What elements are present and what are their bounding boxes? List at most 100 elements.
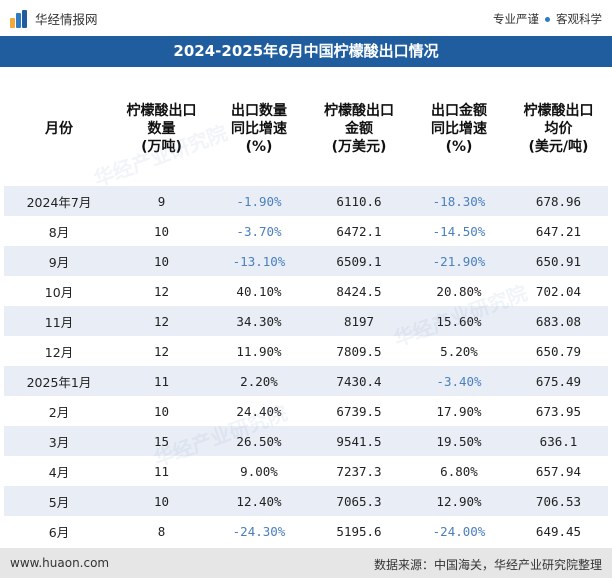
month-cell: 4月 [4, 456, 114, 486]
table-body: 2024年7月 9 -1.90% 6110.6 -18.30% 678.96 8月 10 -3.… [4, 186, 608, 546]
amount-yoy-cell: 12.90% [409, 486, 509, 516]
volume-yoy-cell: -3.70% [209, 216, 309, 246]
price-cell: 647.21 [509, 216, 608, 246]
amount-cell: 8424.5 [309, 276, 409, 306]
volume-yoy-cell: -24.30% [209, 516, 309, 546]
month-cell: 10月 [4, 276, 114, 306]
volume-cell: 10 [114, 486, 209, 516]
price-cell: 649.45 [509, 516, 608, 546]
volume-cell: 11 [114, 456, 209, 486]
amount-yoy-cell: -24.00% [409, 516, 509, 546]
amount-yoy-cell: 6.80% [409, 456, 509, 486]
slogan-left: 专业严谨 [493, 12, 539, 26]
amount-yoy-cell: -14.50% [409, 216, 509, 246]
amount-yoy-cell: -21.90% [409, 246, 509, 276]
volume-yoy-cell: 2.20% [209, 366, 309, 396]
volume-cell: 12 [114, 336, 209, 366]
table-row: 10月 12 40.10% 8424.5 20.80% 702.04 [4, 276, 608, 306]
table-row: 8月 10 -3.70% 6472.1 -14.50% 647.21 [4, 216, 608, 246]
volume-yoy-cell: 40.10% [209, 276, 309, 306]
month-cell: 2025年1月 [4, 366, 114, 396]
column-header-volume-yoy: 出口数量 同比增速 (%) [231, 102, 287, 155]
volume-yoy-cell: -13.10% [209, 246, 309, 276]
amount-cell: 6472.1 [309, 216, 409, 246]
volume-cell: 12 [114, 276, 209, 306]
column-header-volume: 柠檬酸出口 数量 (万吨) [126, 102, 197, 155]
volume-yoy-cell: 26.50% [209, 426, 309, 456]
table-row: 12月 12 11.90% 7809.5 5.20% 650.79 [4, 336, 608, 366]
price-cell: 657.94 [509, 456, 608, 486]
volume-cell: 10 [114, 396, 209, 426]
amount-yoy-cell: -3.40% [409, 366, 509, 396]
volume-cell: 8 [114, 516, 209, 546]
table-row: 11月 12 34.30% 8197 15.60% 683.08 [4, 306, 608, 336]
price-cell: 702.04 [509, 276, 608, 306]
amount-yoy-cell: 19.50% [409, 426, 509, 456]
brand-name: 华经情报网 [35, 12, 98, 27]
amount-cell: 5195.6 [309, 516, 409, 546]
amount-cell: 7809.5 [309, 336, 409, 366]
month-cell: 3月 [4, 426, 114, 456]
table-row: 5月 10 12.40% 7065.3 12.90% 706.53 [4, 486, 608, 516]
amount-cell: 9541.5 [309, 426, 409, 456]
volume-cell: 12 [114, 306, 209, 336]
month-cell: 9月 [4, 246, 114, 276]
amount-cell: 6739.5 [309, 396, 409, 426]
volume-yoy-cell: 12.40% [209, 486, 309, 516]
amount-yoy-cell: -18.30% [409, 186, 509, 216]
amount-cell: 7237.3 [309, 456, 409, 486]
volume-cell: 11 [114, 366, 209, 396]
brand[interactable]: 华经情报网 [10, 9, 98, 28]
price-cell: 678.96 [509, 186, 608, 216]
month-cell: 2月 [4, 396, 114, 426]
price-cell: 675.49 [509, 366, 608, 396]
volume-yoy-cell: 24.40% [209, 396, 309, 426]
data-table-container: 月份 柠檬酸出口 数量 (万吨) 出口数量 同比增速 (%) 柠檬酸出口 金额 … [4, 67, 608, 546]
amount-yoy-cell: 15.60% [409, 306, 509, 336]
price-cell: 650.79 [509, 336, 608, 366]
month-cell: 6月 [4, 516, 114, 546]
column-header-price: 柠檬酸出口 均价 (美元/吨) [523, 102, 594, 155]
amount-cell: 6509.1 [309, 246, 409, 276]
table-header-row: 月份 柠檬酸出口 数量 (万吨) 出口数量 同比增速 (%) 柠檬酸出口 金额 … [4, 67, 608, 186]
huajing-logo-icon [10, 9, 30, 28]
footer-site-link[interactable]: www.huaon.com [10, 556, 110, 570]
volume-cell: 9 [114, 186, 209, 216]
table-row: 3月 15 26.50% 9541.5 19.50% 636.1 [4, 426, 608, 456]
month-cell: 2024年7月 [4, 186, 114, 216]
page-title: 2024-2025年6月中国柠檬酸出口情况 [0, 36, 612, 67]
month-cell: 5月 [4, 486, 114, 516]
volume-cell: 10 [114, 246, 209, 276]
volume-cell: 15 [114, 426, 209, 456]
price-cell: 636.1 [509, 426, 608, 456]
column-header-amount: 柠檬酸出口 金额 (万美元) [324, 102, 394, 155]
table-row: 2025年1月 11 2.20% 7430.4 -3.40% 675.49 [4, 366, 608, 396]
table-row: 2024年7月 9 -1.90% 6110.6 -18.30% 678.96 [4, 186, 608, 216]
footer: www.huaon.com 数据来源：中国海关，华经产业研究院整理 [0, 548, 612, 578]
volume-yoy-cell: 11.90% [209, 336, 309, 366]
bullet-dot-icon [545, 16, 550, 22]
price-cell: 683.08 [509, 306, 608, 336]
month-cell: 12月 [4, 336, 114, 366]
amount-yoy-cell: 17.90% [409, 396, 509, 426]
month-cell: 11月 [4, 306, 114, 336]
volume-yoy-cell: 34.30% [209, 306, 309, 336]
price-cell: 650.91 [509, 246, 608, 276]
column-header-amount-yoy: 出口金额 同比增速 (%) [431, 102, 487, 155]
column-header-month: 月份 [45, 120, 73, 137]
export-table: 月份 柠檬酸出口 数量 (万吨) 出口数量 同比增速 (%) 柠檬酸出口 金额 … [4, 67, 608, 546]
month-cell: 8月 [4, 216, 114, 246]
table-row: 6月 8 -24.30% 5195.6 -24.00% 649.45 [4, 516, 608, 546]
slogan: 专业严谨 客观科学 [493, 11, 602, 27]
amount-cell: 7430.4 [309, 366, 409, 396]
table-row: 4月 11 9.00% 7237.3 6.80% 657.94 [4, 456, 608, 486]
footer-source: 数据来源：中国海关，华经产业研究院整理 [373, 558, 602, 572]
amount-yoy-cell: 20.80% [409, 276, 509, 306]
table-row: 9月 10 -13.10% 6509.1 -21.90% 650.91 [4, 246, 608, 276]
price-cell: 673.95 [509, 396, 608, 426]
top-bar: 华经情报网 专业严谨 客观科学 [0, 0, 612, 36]
slogan-right: 客观科学 [556, 12, 602, 26]
amount-cell: 7065.3 [309, 486, 409, 516]
price-cell: 706.53 [509, 486, 608, 516]
volume-cell: 10 [114, 216, 209, 246]
